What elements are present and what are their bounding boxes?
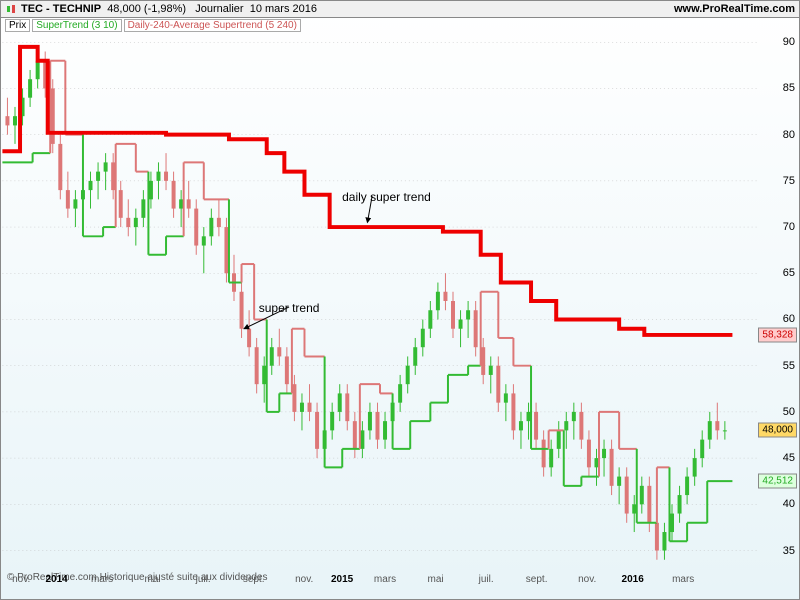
- x-tick: 2016: [622, 574, 644, 585]
- x-tick: nov.: [295, 574, 313, 585]
- y-tick: 65: [783, 267, 795, 279]
- chart-annotation: super trend: [259, 301, 320, 315]
- x-tick: 2015: [331, 574, 353, 585]
- x-tick: juil.: [196, 574, 211, 585]
- candle-icon: [5, 3, 17, 15]
- y-tick: 45: [783, 452, 795, 464]
- y-tick: 75: [783, 175, 795, 187]
- ticker-label: TEC - TECHNIP: [21, 3, 101, 15]
- y-tick: 35: [783, 545, 795, 557]
- indicator-prix[interactable]: Prix: [5, 19, 30, 32]
- chart-annotation: daily super trend: [342, 190, 431, 204]
- y-tick: 80: [783, 129, 795, 141]
- y-tick: 85: [783, 82, 795, 94]
- x-tick: mai: [145, 574, 161, 585]
- chart-container: TEC - TECHNIP 48,000 (-1,98%) Journalier…: [0, 0, 800, 600]
- site-label[interactable]: www.ProRealTime.com: [674, 3, 795, 15]
- chart-svg: [1, 33, 759, 569]
- y-tick: 60: [783, 313, 795, 325]
- x-tick: sept.: [526, 574, 548, 585]
- x-tick: sept.: [243, 574, 265, 585]
- indicator-supertrend[interactable]: SuperTrend (3 10): [32, 19, 121, 32]
- y-tick: 50: [783, 406, 795, 418]
- x-axis: © ProRealTime.com Historique ajusté suit…: [1, 569, 759, 599]
- indicator-daily[interactable]: Daily-240-Average Supertrend (5 240): [124, 19, 301, 32]
- y-value-label: 42,512: [758, 474, 797, 489]
- chart-plot-area[interactable]: daily super trend super trend: [1, 33, 759, 569]
- change-label: (-1,98%): [144, 3, 186, 15]
- y-tick: 55: [783, 360, 795, 372]
- x-tick: nov.: [12, 574, 30, 585]
- x-tick: mars: [91, 574, 113, 585]
- x-tick: mai: [428, 574, 444, 585]
- price-label: 48,000: [107, 3, 141, 15]
- indicator-bar: Prix SuperTrend (3 10) Daily-240-Average…: [1, 18, 799, 33]
- x-tick: nov.: [578, 574, 596, 585]
- chart-header: TEC - TECHNIP 48,000 (-1,98%) Journalier…: [1, 1, 799, 18]
- x-tick: juil.: [479, 574, 494, 585]
- x-tick: mars: [374, 574, 396, 585]
- x-tick: 2014: [45, 574, 67, 585]
- y-tick: 70: [783, 221, 795, 233]
- y-axis: 35 40 45 50 55 60 65 70 75 80 85 90 58,328 48,000 42,5…: [759, 33, 799, 569]
- y-value-label: 58,328: [758, 327, 797, 342]
- timeframe-label: Journalier: [195, 3, 243, 15]
- y-tick: 40: [783, 498, 795, 510]
- x-tick: mars: [672, 574, 694, 585]
- y-value-label: 48,000: [758, 423, 797, 438]
- date-label: 10 mars 2016: [250, 3, 317, 15]
- y-tick: 90: [783, 36, 795, 48]
